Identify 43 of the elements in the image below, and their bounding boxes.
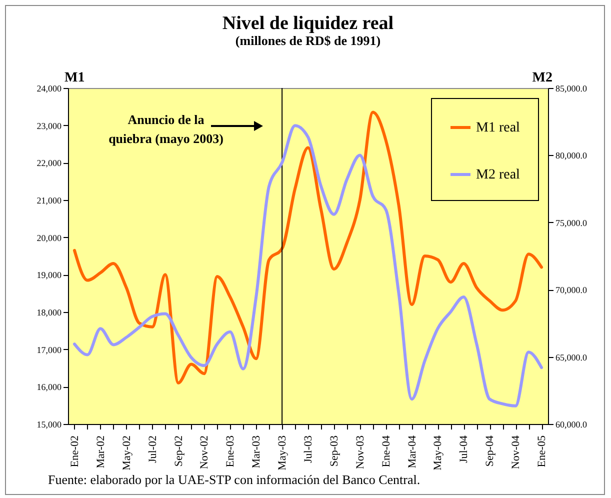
y-tick-label: 24,000 — [36, 84, 62, 94]
y2-tick-label: 70,000.0 — [556, 285, 588, 296]
x-tick-label: Sep-03 — [328, 435, 340, 467]
x-tick-label: May-03 — [276, 435, 289, 470]
source-note: Fuente: elaborado por la UAE-STP con información del Banco Central. — [48, 472, 420, 488]
x-tick-label: Nov-04 — [510, 435, 522, 470]
legend-label: M2 real — [476, 168, 520, 182]
x-tick-label: Jul-03 — [302, 435, 314, 463]
chart-subtitle: (millones de RD$ de 1991) — [235, 33, 381, 48]
y-tick-label: 15,000 — [36, 420, 62, 430]
x-tick-label: Ene-05 — [536, 435, 548, 468]
y2-axis-title: M2 — [532, 70, 552, 86]
x-tick-label: Mar-03 — [250, 435, 263, 468]
y-tick-label: 21,000 — [36, 196, 62, 206]
y-tick-label: 23,000 — [36, 120, 62, 131]
y-tick-label: 16,000 — [36, 382, 62, 392]
y2-tick-label: 65,000.0 — [556, 352, 588, 362]
x-tick-label: Ene-04 — [380, 435, 392, 468]
x-tick-label: Nov-02 — [198, 436, 211, 470]
chart-title: Nivel de liquidez real — [222, 13, 394, 34]
y2-tick-label: 80,000.0 — [556, 150, 588, 161]
y-tick-label: 18,000 — [36, 308, 62, 318]
y2-tick-label: 60,000.0 — [556, 420, 588, 430]
x-tick-label: Jul-02 — [146, 436, 159, 463]
y-tick-label: 19,000 — [36, 270, 62, 280]
x-tick-label: Nov-03 — [354, 435, 366, 470]
x-tick-label: Sep-02 — [172, 436, 185, 467]
y2-tick-label: 75,000.0 — [556, 218, 588, 228]
y-axis-title: M1 — [64, 70, 85, 86]
annotation: Anuncio de la quiebra (mayo 2003) — [108, 111, 224, 148]
y2-tick-label: 85,000.0 — [556, 84, 588, 94]
x-tick-label: Mar-02 — [94, 436, 107, 468]
x-tick-label: Sep-04 — [484, 435, 496, 467]
x-tick-label: Jul-04 — [458, 435, 470, 463]
legend-label: M1 real — [476, 120, 520, 136]
y-tick-label: 17,000 — [36, 344, 62, 355]
x-tick-label: Ene-02 — [68, 436, 81, 468]
y-tick-label: 20,000 — [36, 232, 62, 243]
x-tick-label: Mar-04 — [406, 435, 418, 468]
x-tick-label: May-02 — [120, 436, 133, 470]
y-tick-label: 22,000 — [36, 158, 62, 168]
x-tick-label: Ene-03 — [224, 435, 237, 468]
x-tick-label: May-04 — [432, 435, 444, 470]
